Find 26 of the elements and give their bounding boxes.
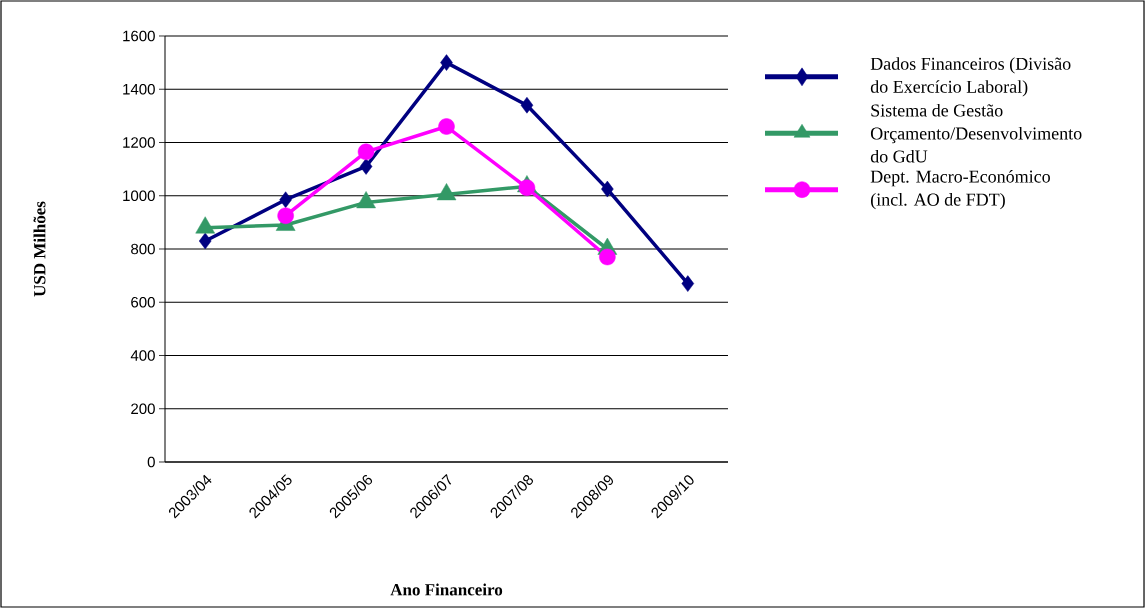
point <box>279 191 292 208</box>
point <box>681 275 695 292</box>
point <box>438 118 455 135</box>
point <box>601 180 614 198</box>
y-tick-label: 800 <box>131 243 155 255</box>
legend-label: Sistema de Gestão Orçamento/Desenvolvimento do GdU <box>870 103 1082 163</box>
point <box>440 54 453 71</box>
y-tick-label: 600 <box>131 296 155 308</box>
y-tick-label: 1600 <box>123 30 155 42</box>
point <box>277 207 294 224</box>
point <box>518 179 536 197</box>
legend-label: Dept. Macro-Económico (incl. AO de FDT) <box>870 169 1050 210</box>
legend-label: Dados Financeiros (Divisão do Exercício Laboral) <box>870 57 1071 97</box>
point <box>198 232 212 250</box>
point <box>599 248 616 266</box>
y-axis-title: USD Milhões <box>33 201 46 297</box>
y-tick-label: 1200 <box>123 137 155 148</box>
point <box>520 96 534 114</box>
y-tick-label: 0 <box>147 456 155 468</box>
y-tick-label: 200 <box>131 403 155 415</box>
point <box>357 143 375 161</box>
point <box>359 158 373 175</box>
y-tick-label: 1400 <box>123 83 155 95</box>
y-tick-label: 1000 <box>123 190 155 202</box>
x-axis-title: Ano Financeiro <box>390 583 503 596</box>
y-tick-label: 400 <box>130 350 155 361</box>
